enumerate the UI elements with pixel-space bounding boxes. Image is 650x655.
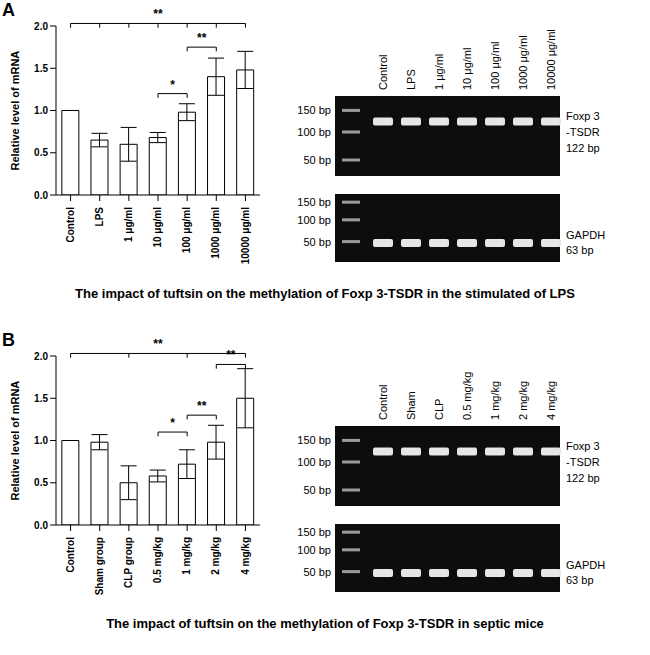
svg-text:100 μg/ml: 100 μg/ml bbox=[181, 207, 192, 253]
svg-text:0.5: 0.5 bbox=[34, 147, 48, 158]
html-text:A: A bbox=[2, 0, 15, 20]
svg-text:10 μg/ml: 10 μg/ml bbox=[461, 48, 473, 90]
svg-text:0.0: 0.0 bbox=[34, 520, 48, 531]
svg-text:10000 μg/ml: 10000 μg/ml bbox=[545, 29, 557, 90]
svg-text:Relative level of mRNA: Relative level of mRNA bbox=[9, 51, 21, 171]
svg-text:*: * bbox=[170, 78, 175, 92]
svg-text:50 bp: 50 bp bbox=[303, 236, 331, 248]
svg-text:Relative level of mRNA: Relative level of mRNA bbox=[9, 381, 21, 501]
svg-text:100 bp: 100 bp bbox=[297, 126, 331, 138]
svg-text:100 bp: 100 bp bbox=[297, 456, 331, 468]
html-text:The impact of tuftsin on the m: The impact of tuftsin on the methylation… bbox=[106, 616, 544, 631]
svg-text:**: ** bbox=[153, 7, 163, 21]
svg-text:4 mg/kg: 4 mg/kg bbox=[240, 537, 251, 575]
svg-text:2 mg/kg: 2 mg/kg bbox=[210, 537, 221, 575]
svg-text:**: ** bbox=[197, 31, 207, 45]
svg-text:0.0: 0.0 bbox=[34, 190, 48, 201]
svg-text:1 mg/kg: 1 mg/kg bbox=[489, 381, 501, 420]
svg-text:150 bp: 150 bp bbox=[297, 104, 331, 116]
html-text:B: B bbox=[2, 330, 15, 350]
svg-text:0.5 mg/kg: 0.5 mg/kg bbox=[152, 537, 163, 583]
svg-text:10 μg/ml: 10 μg/ml bbox=[152, 207, 163, 248]
svg-text:Foxp 3: Foxp 3 bbox=[566, 440, 600, 452]
svg-text:63 bp: 63 bp bbox=[566, 574, 594, 586]
svg-text:Sham group: Sham group bbox=[94, 537, 105, 595]
svg-text:**: ** bbox=[153, 337, 163, 351]
svg-text:4 mg/kg: 4 mg/kg bbox=[545, 381, 557, 420]
svg-text:100 bp: 100 bp bbox=[297, 544, 331, 556]
svg-text:2 mg/kg: 2 mg/kg bbox=[517, 381, 529, 420]
svg-text:150 bp: 150 bp bbox=[297, 196, 331, 208]
svg-text:1000 μg/ml: 1000 μg/ml bbox=[517, 35, 529, 90]
svg-text:Control: Control bbox=[377, 385, 389, 420]
svg-text:Control: Control bbox=[65, 537, 76, 573]
svg-text:1.5: 1.5 bbox=[34, 63, 48, 74]
svg-text:CLP group: CLP group bbox=[123, 537, 134, 588]
svg-text:63 bp: 63 bp bbox=[566, 244, 594, 256]
svg-text:Control: Control bbox=[65, 207, 76, 243]
svg-text:0.5 mg/kg: 0.5 mg/kg bbox=[461, 372, 473, 420]
svg-text:2.0: 2.0 bbox=[34, 21, 48, 32]
svg-text:2.0: 2.0 bbox=[34, 351, 48, 362]
svg-text:1000 μg/ml: 1000 μg/ml bbox=[210, 207, 221, 259]
svg-text:-TSDR: -TSDR bbox=[566, 126, 600, 138]
svg-text:50 bp: 50 bp bbox=[303, 484, 331, 496]
svg-text:100 μg/ml: 100 μg/ml bbox=[489, 41, 501, 90]
svg-text:LPS: LPS bbox=[94, 207, 105, 227]
svg-text:100 bp: 100 bp bbox=[297, 214, 331, 226]
svg-text:1 μg/ml: 1 μg/ml bbox=[433, 54, 445, 90]
svg-text:1.0: 1.0 bbox=[34, 105, 48, 116]
svg-text:1 mg/kg: 1 mg/kg bbox=[181, 537, 192, 575]
svg-text:CLP: CLP bbox=[433, 399, 445, 420]
svg-text:*: * bbox=[170, 416, 175, 430]
svg-text:10000 μg/ml: 10000 μg/ml bbox=[240, 207, 251, 264]
html-text:The impact of tuftsin on the m: The impact of tuftsin on the methylation… bbox=[75, 286, 575, 301]
svg-text:Sham: Sham bbox=[405, 391, 417, 420]
svg-text:**: ** bbox=[197, 399, 207, 413]
svg-text:GAPDH: GAPDH bbox=[566, 559, 605, 571]
svg-text:1 μg/ml: 1 μg/ml bbox=[123, 207, 134, 242]
svg-text:150 bp: 150 bp bbox=[297, 434, 331, 446]
svg-text:50 bp: 50 bp bbox=[303, 154, 331, 166]
svg-text:122 bp: 122 bp bbox=[566, 472, 600, 484]
svg-text:-TSDR: -TSDR bbox=[566, 456, 600, 468]
svg-text:0.5: 0.5 bbox=[34, 477, 48, 488]
svg-text:LPS: LPS bbox=[405, 69, 417, 90]
svg-text:Control: Control bbox=[377, 55, 389, 90]
svg-text:1.5: 1.5 bbox=[34, 393, 48, 404]
svg-text:50 bp: 50 bp bbox=[303, 566, 331, 578]
svg-text:1.0: 1.0 bbox=[34, 435, 48, 446]
svg-text:GAPDH: GAPDH bbox=[566, 229, 605, 241]
svg-text:150 bp: 150 bp bbox=[297, 526, 331, 538]
svg-text:**: ** bbox=[226, 348, 236, 362]
svg-text:Foxp 3: Foxp 3 bbox=[566, 110, 600, 122]
svg-text:122 bp: 122 bp bbox=[566, 142, 600, 154]
